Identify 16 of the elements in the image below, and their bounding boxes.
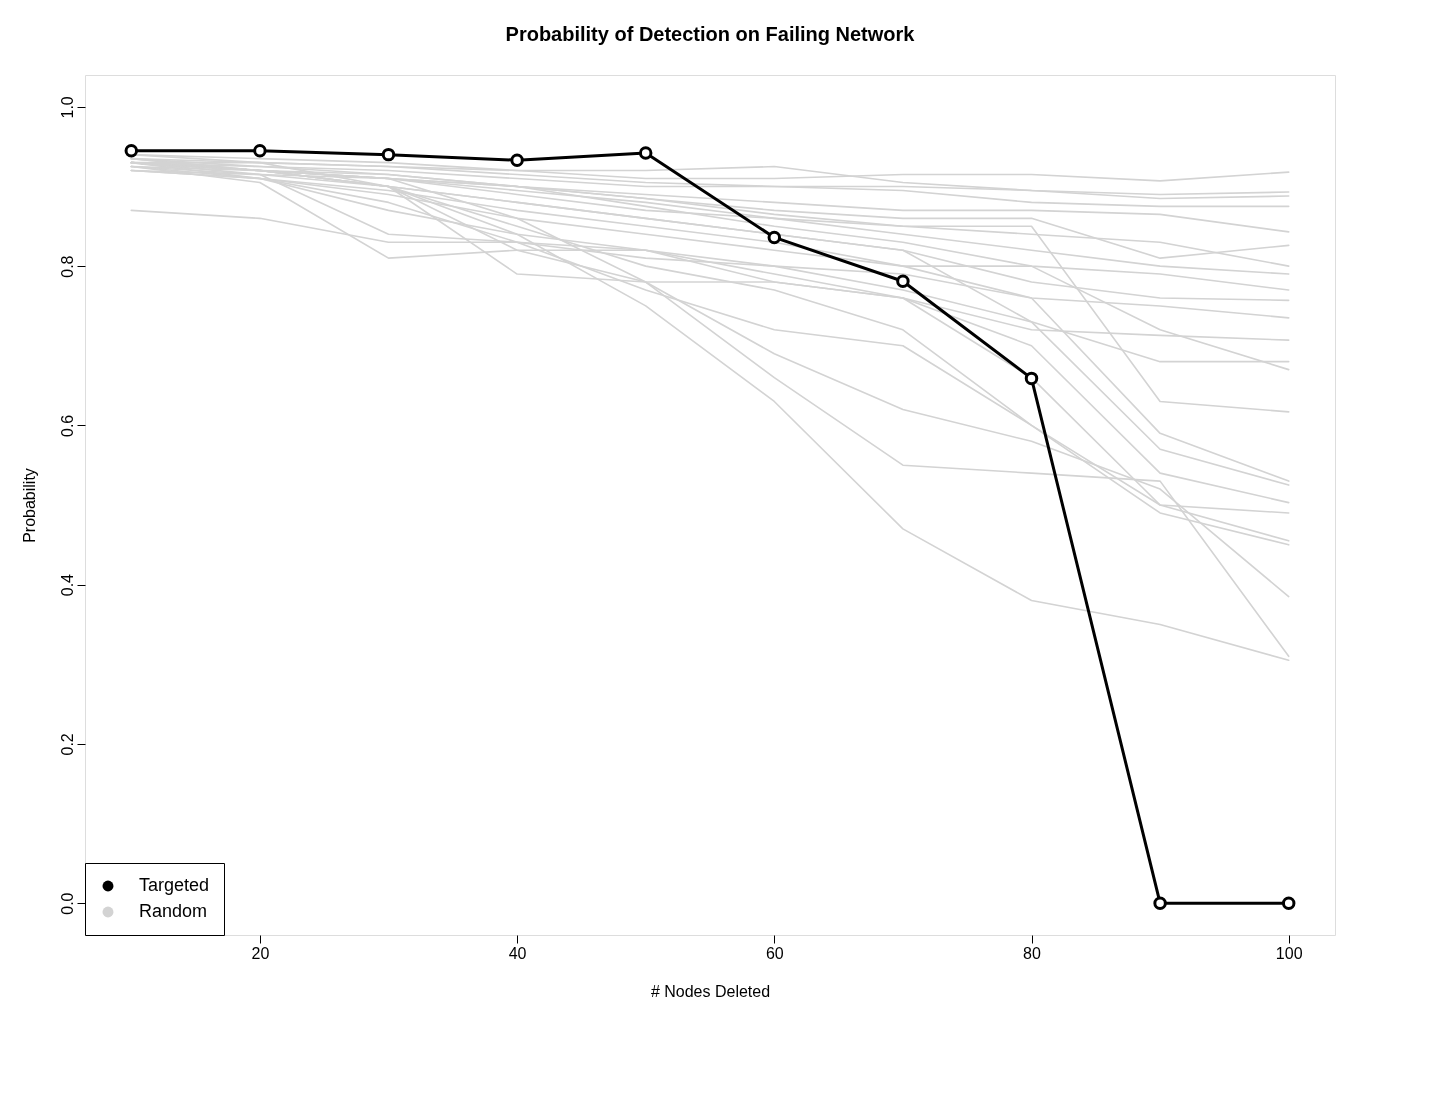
y-tick-label: 0.8 [58, 255, 76, 278]
legend-label: Targeted [139, 875, 210, 895]
y-axis-title: Probability [20, 468, 38, 543]
x-tick-label: 100 [1275, 944, 1303, 962]
x-tick-label: 60 [765, 944, 784, 962]
y-tick-label: 0.4 [58, 573, 76, 597]
x-tick-label: 80 [1023, 944, 1041, 962]
y-tick-label: 0.6 [58, 414, 76, 437]
x-axis-title: # Nodes Deleted [650, 982, 771, 1000]
y-tick-label: 0.0 [58, 892, 76, 915]
x-tick-label: 20 [251, 944, 270, 962]
chart-title: Probability of Detection on Failing Network [505, 23, 916, 45]
y-tick-label: 0.2 [58, 733, 76, 756]
legend-label: Random [139, 901, 208, 921]
x-tick-label: 40 [508, 944, 527, 962]
y-tick-label: 1.0 [58, 96, 76, 119]
